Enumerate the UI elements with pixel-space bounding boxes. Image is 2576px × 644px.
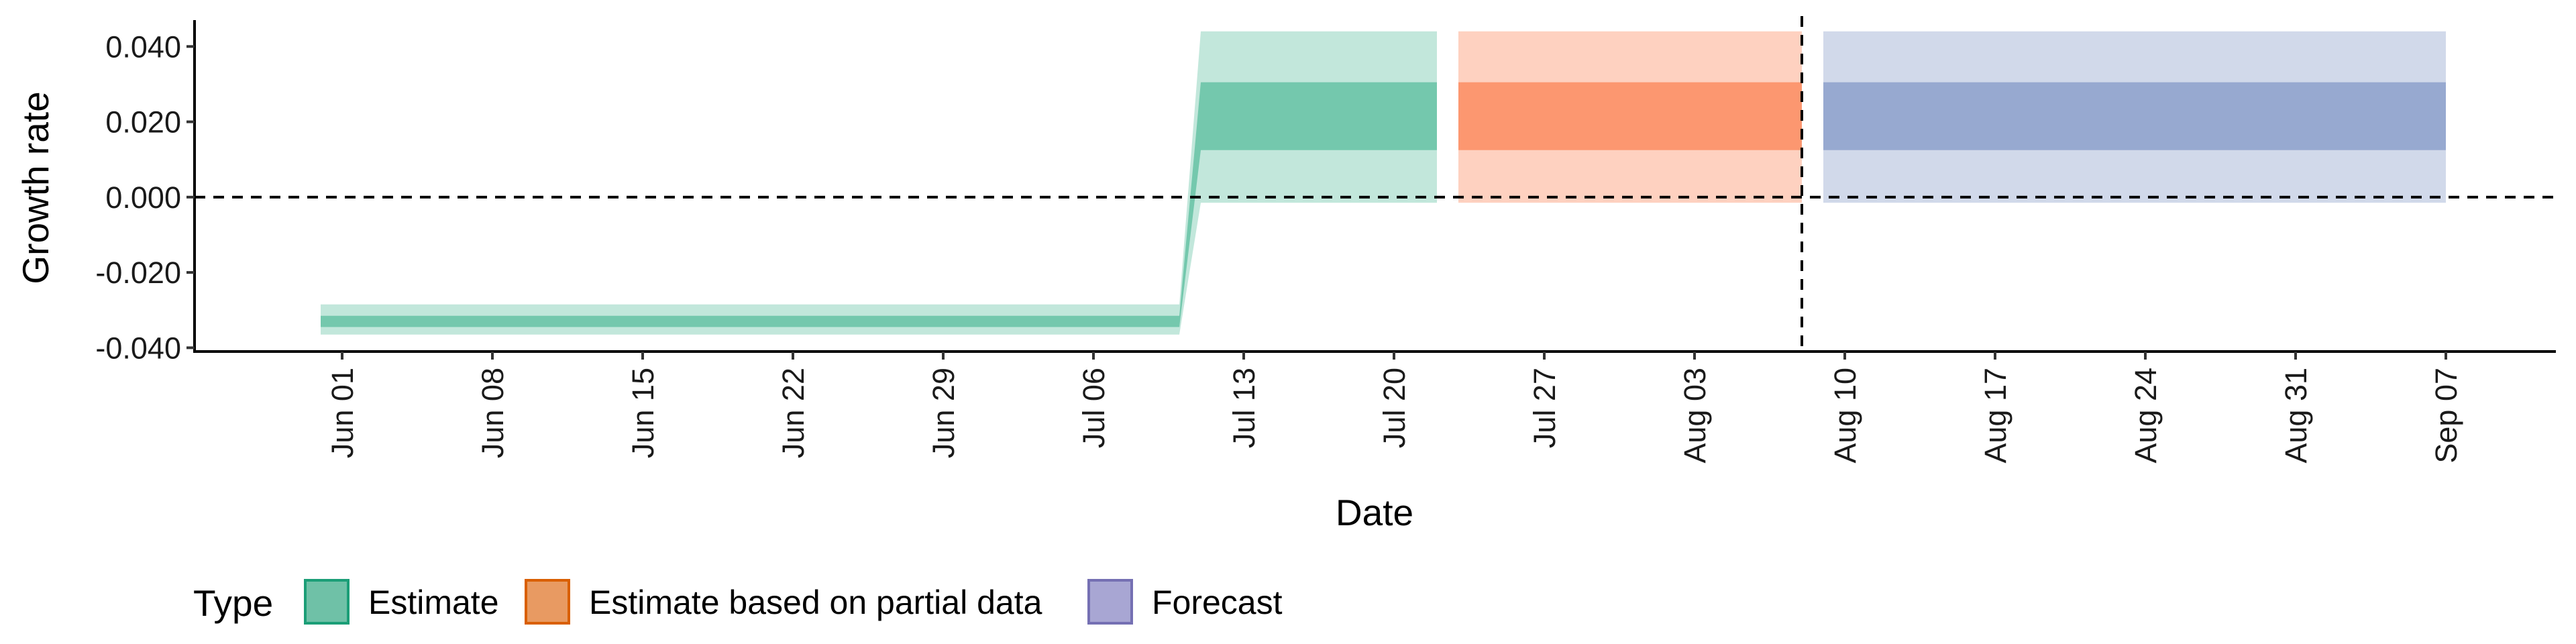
legend-label-estimate: Estimate xyxy=(368,584,499,621)
x-tick-label: Jun 15 xyxy=(626,368,660,458)
y-tick-label: 0.040 xyxy=(105,30,181,64)
legend-key-estimate xyxy=(304,579,350,625)
x-axis-title: Date xyxy=(1336,492,1413,533)
x-tick-label: Jun 22 xyxy=(776,368,810,458)
x-tick-label: Jun 08 xyxy=(476,368,510,458)
y-tick-label: -0.020 xyxy=(95,256,181,290)
y-tick-label: 0.000 xyxy=(105,180,181,215)
x-tick-label: Aug 31 xyxy=(2279,368,2313,464)
x-tick-label: Aug 03 xyxy=(1678,368,1712,464)
x-tick-label: Jun 29 xyxy=(926,368,961,458)
y-tick-label: -0.040 xyxy=(95,331,181,365)
estimate-ribbon-50 xyxy=(321,82,1437,327)
x-tick-label: Aug 24 xyxy=(2129,368,2163,464)
estimate-based-on-partial-data-ribbon-50 xyxy=(1458,82,1802,150)
x-tick-label: Aug 17 xyxy=(1978,368,2012,464)
legend-label-forecast: Forecast xyxy=(1152,584,1283,621)
x-tick-label: Jul 20 xyxy=(1377,368,1411,448)
estimate-ribbon-90 xyxy=(321,31,1437,335)
legend-key-estimate-based-on-partial-data xyxy=(525,579,570,625)
y-axis-title: Growth rate xyxy=(15,91,56,284)
legend-label-estimate-based-on-partial-data: Estimate based on partial data xyxy=(589,584,1042,621)
legend: Type Estimate Estimate based on partial d… xyxy=(193,579,1283,625)
legend-key-forecast xyxy=(1087,579,1133,625)
x-tick-label: Jul 13 xyxy=(1227,368,1261,448)
x-tick-label: Sep 07 xyxy=(2429,368,2463,464)
x-tick-label: Jun 01 xyxy=(325,368,360,458)
forecast-ribbon-50 xyxy=(1823,82,2446,150)
x-tick-label: Jul 27 xyxy=(1527,368,1562,448)
axes xyxy=(193,20,2556,353)
y-ticks: -0.040 -0.020 0.000 0.020 0.040 xyxy=(95,30,195,365)
x-ticks: Jun 01 Jun 08 Jun 15 Jun 22 Jun 29 Jul 06 Jul … xyxy=(325,352,2463,464)
x-tick-label: Jul 06 xyxy=(1077,368,1111,448)
legend-items: Estimate Estimate based on partial data Fo… xyxy=(304,579,1283,625)
ribbon-layer xyxy=(321,31,2446,335)
legend-title: Type xyxy=(193,582,273,624)
y-tick-label: 0.020 xyxy=(105,105,181,140)
x-tick-label: Aug 10 xyxy=(1828,368,1862,464)
